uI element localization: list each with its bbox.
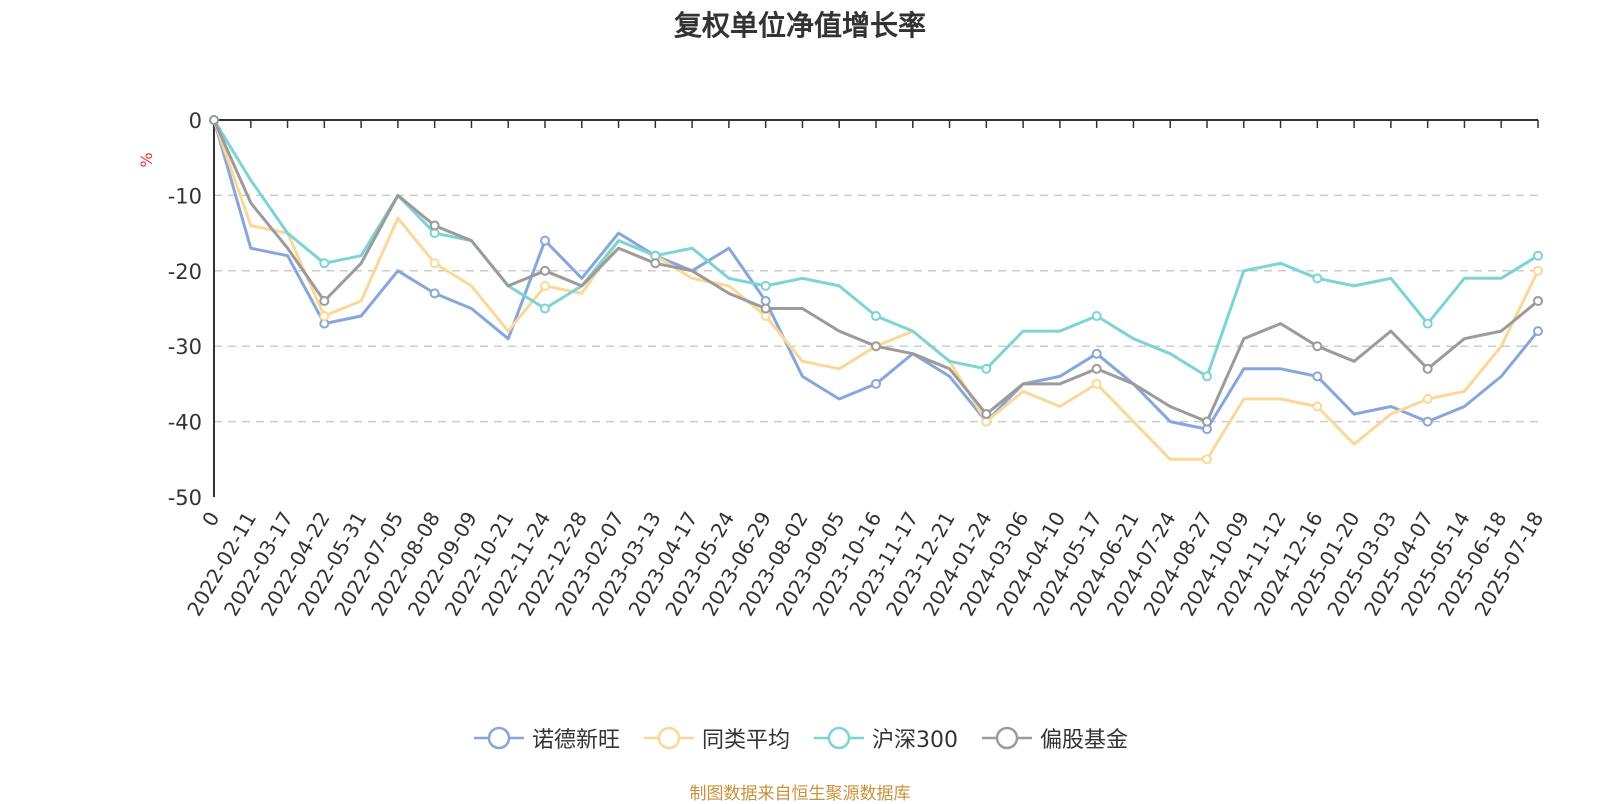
data-point [1312, 371, 1323, 382]
data-point [429, 220, 440, 231]
data-point [1533, 326, 1543, 337]
data-point [1091, 363, 1102, 374]
data-point [981, 363, 992, 374]
data-point [650, 258, 661, 269]
data-point [871, 311, 881, 322]
data-point [981, 409, 992, 420]
data-point [540, 265, 550, 276]
data-point [1202, 454, 1212, 465]
data-point [429, 258, 440, 269]
data-point [319, 311, 330, 322]
data-point [319, 258, 330, 269]
data-point [319, 295, 330, 306]
data-point [540, 235, 550, 246]
data-point [209, 115, 219, 125]
data-point [1422, 363, 1433, 374]
legend-label: 诺德新旺 [531, 728, 620, 753]
data-point [1312, 401, 1323, 412]
data-point [1312, 273, 1323, 284]
data-point [1091, 348, 1102, 359]
data-point [540, 303, 550, 314]
legend-label: 沪深300 [872, 728, 958, 753]
data-point [1312, 341, 1323, 352]
data-point [760, 303, 771, 314]
data-point [1422, 393, 1433, 404]
legend-label: 同类平均 [701, 728, 790, 753]
legend-item[interactable]: 诺德新旺 [472, 722, 620, 754]
data-point [429, 288, 440, 299]
data-point [1422, 416, 1433, 427]
legend-marker-icon [643, 726, 694, 750]
y-tick-label: -30 [168, 335, 202, 359]
data-point [1533, 295, 1543, 306]
y-tick-label: -20 [168, 260, 202, 284]
data-point [540, 280, 550, 291]
data-point [1202, 371, 1212, 382]
y-tick-label: -40 [168, 411, 202, 435]
legend-marker-icon [982, 726, 1032, 750]
chart-title: 复权单位净值增长率 [673, 9, 926, 42]
data-point [871, 341, 881, 352]
y-tick-label: -50 [168, 486, 202, 510]
data-point [1091, 378, 1102, 389]
legend-item[interactable]: 沪深300 [812, 722, 958, 754]
data-point [1422, 318, 1433, 329]
legend-item[interactable]: 偏股基金 [980, 722, 1128, 754]
data-point [1091, 311, 1102, 322]
data-point [1202, 416, 1212, 427]
x-tick-label: 0 [197, 508, 224, 531]
series-line [212, 119, 1539, 378]
legend-marker-icon [473, 726, 524, 750]
legend: 诺德新旺 同类平均 沪深300 偏股基金 [0, 722, 1600, 754]
data-point [1533, 250, 1543, 261]
legend-item[interactable]: 同类平均 [642, 722, 790, 754]
y-axis-unit-label: % [137, 152, 156, 167]
data-point [760, 280, 771, 291]
data-point [871, 378, 881, 389]
series-line [212, 119, 1540, 461]
series-lines [209, 115, 1543, 465]
y-tick-label: 0 [189, 109, 202, 133]
axes [213, 119, 1539, 497]
legend-label: 偏股基金 [1040, 728, 1129, 753]
tick-labels: 0-10-20-30-40-5002022-02-112022-03-17202… [168, 109, 1549, 620]
y-tick-label: -10 [168, 184, 202, 208]
data-point [1533, 265, 1543, 276]
source-note: 制图数据来自恒生聚源数据库 [689, 784, 911, 804]
legend-marker-icon [814, 726, 864, 750]
